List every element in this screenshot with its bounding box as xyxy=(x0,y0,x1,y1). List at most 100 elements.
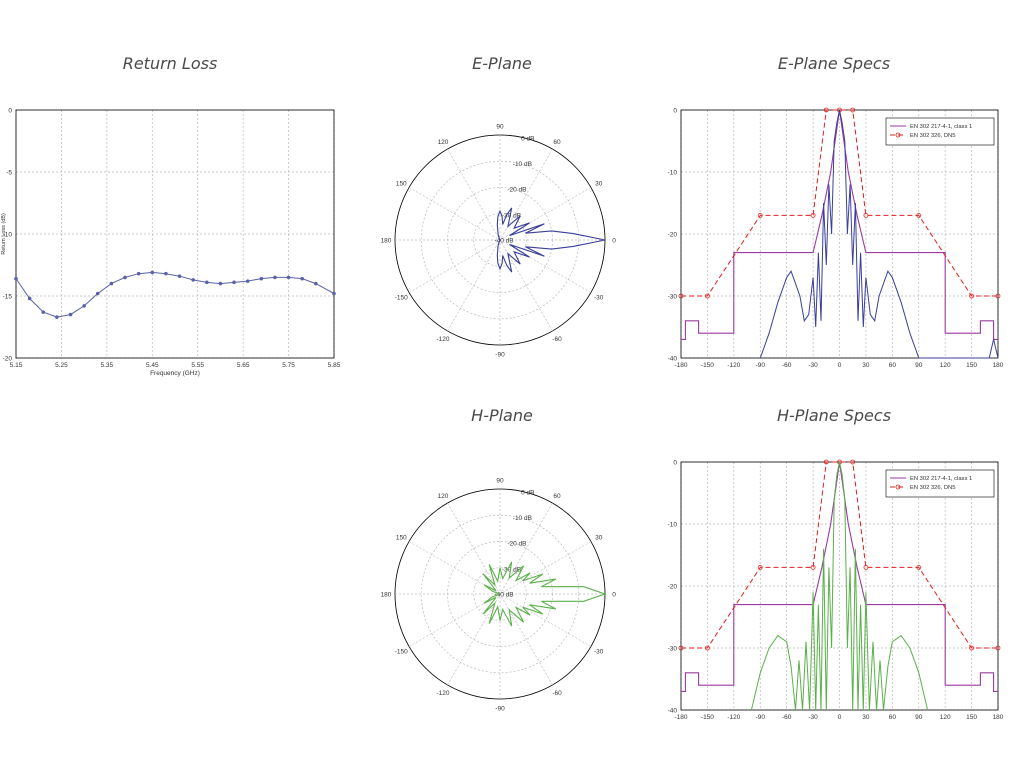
data-point xyxy=(823,107,829,113)
data-point xyxy=(136,271,141,276)
data-point xyxy=(41,310,46,314)
ring-label: -20 dB xyxy=(507,187,526,194)
series-line-3 xyxy=(759,109,999,359)
legend-marker xyxy=(895,132,901,138)
data-point xyxy=(273,275,277,280)
angle-label: 120 xyxy=(438,139,449,146)
data-point xyxy=(232,280,236,285)
angle-label: 90 xyxy=(496,124,504,131)
data-point xyxy=(995,645,1001,651)
data-point xyxy=(332,291,336,296)
y-tick-label: -15 xyxy=(3,294,13,301)
data-point xyxy=(164,271,168,276)
x-tick-label: 60 xyxy=(889,362,897,369)
y-tick-label: 0 xyxy=(673,108,677,115)
y-tick-label: -20 xyxy=(668,584,678,591)
ring-label: -20 dB xyxy=(507,541,526,548)
ring-label: -10 dB xyxy=(513,161,532,168)
x-tick-label: -120 xyxy=(727,362,740,369)
data-point xyxy=(14,276,18,281)
angle-label: 0 xyxy=(612,592,616,599)
h-plane-specs-title: H-Plane Specs xyxy=(776,406,892,425)
return-loss-title: Return Loss xyxy=(122,54,218,73)
x-tick-label: 30 xyxy=(862,714,870,721)
y-tick-label: -40 xyxy=(668,356,678,363)
y-tick-label: 0 xyxy=(8,108,12,115)
legend: EN 302 217-4-1, class 1 EN 302 326, DN5 xyxy=(885,117,995,146)
x-axis-label: Frequency (GHz) xyxy=(150,370,200,377)
data-point xyxy=(757,565,763,570)
data-point xyxy=(55,315,59,319)
data-point xyxy=(823,459,829,465)
angle-label: -120 xyxy=(436,690,449,697)
data-point xyxy=(850,107,856,113)
data-point xyxy=(850,459,856,465)
data-point xyxy=(27,296,32,301)
data-point xyxy=(314,281,318,286)
legend-entry: EN 302 326, DN5 xyxy=(910,133,955,139)
data-point xyxy=(916,212,922,218)
data-point xyxy=(205,280,209,285)
x-tick-label: 0 xyxy=(838,714,842,721)
data-point xyxy=(245,279,250,283)
angle-label: -30 xyxy=(594,295,604,302)
x-tick-label: -150 xyxy=(701,362,714,369)
polar-ring xyxy=(473,213,527,267)
plot-frame xyxy=(15,109,335,359)
x-tick-label: 5.65 xyxy=(237,362,250,369)
x-tick-label: 5.75 xyxy=(282,362,295,369)
data-point xyxy=(863,212,869,218)
angle-label: -120 xyxy=(436,336,449,343)
y-tick-label: -30 xyxy=(668,646,678,653)
legend-marker xyxy=(895,484,901,490)
angle-label: 150 xyxy=(396,181,407,188)
y-tick-label: -10 xyxy=(668,170,678,177)
angle-label: 150 xyxy=(396,535,407,542)
x-tick-label: -90 xyxy=(756,362,766,369)
x-tick-label: 0 xyxy=(838,362,842,369)
e-plane-title: E-Plane xyxy=(472,54,532,73)
data-point xyxy=(300,276,305,281)
ring-label: -30 dB xyxy=(502,566,521,573)
angle-label: -30 xyxy=(594,649,604,656)
angle-label: 180 xyxy=(381,238,392,245)
ring-label: -10 dB xyxy=(513,515,532,522)
data-point xyxy=(969,645,974,651)
ring-label: 0 dB xyxy=(521,489,534,496)
x-tick-label: 60 xyxy=(889,714,897,721)
y-tick-label: -10 xyxy=(3,232,13,239)
data-point xyxy=(678,645,684,651)
ring-label: -40 dB xyxy=(494,592,513,599)
y-tick-label: -30 xyxy=(668,294,678,301)
data-point xyxy=(286,275,291,280)
angle-label: -60 xyxy=(552,690,562,697)
e-plane-chart: 90 60 30 0 -30 -60 -90 -120 -150 180 150 120 0 dB -10… xyxy=(381,124,617,359)
x-tick-label: -30 xyxy=(808,714,818,721)
y-tick-label: -10 xyxy=(668,522,678,529)
angle-label: 180 xyxy=(381,592,392,599)
x-tick-label: 150 xyxy=(966,362,977,369)
x-tick-label: -180 xyxy=(674,362,687,369)
legend-box xyxy=(885,469,995,498)
angle-label: 30 xyxy=(595,181,603,188)
angle-label: 60 xyxy=(553,139,561,146)
angle-label: 30 xyxy=(595,535,603,542)
data-point xyxy=(150,270,155,275)
data-point xyxy=(678,293,684,299)
y-tick-label: -5 xyxy=(6,170,12,177)
y-tick-label: 0 xyxy=(673,460,677,467)
data-point xyxy=(259,276,264,281)
x-tick-label: -120 xyxy=(727,714,740,721)
data-point xyxy=(810,565,816,570)
legend: EN 302 217-4-1, class 1 EN 302 326, DN5 xyxy=(885,469,995,498)
x-tick-label: 5.45 xyxy=(146,362,159,369)
h-plane-title: H-Plane xyxy=(471,406,533,425)
data-point xyxy=(82,304,86,308)
x-tick-label: -30 xyxy=(808,362,818,369)
data-point xyxy=(863,565,869,570)
angle-label: -150 xyxy=(395,295,408,302)
data-point xyxy=(68,312,73,317)
x-tick-label: -60 xyxy=(782,714,792,721)
x-tick-label: 90 xyxy=(915,362,923,369)
